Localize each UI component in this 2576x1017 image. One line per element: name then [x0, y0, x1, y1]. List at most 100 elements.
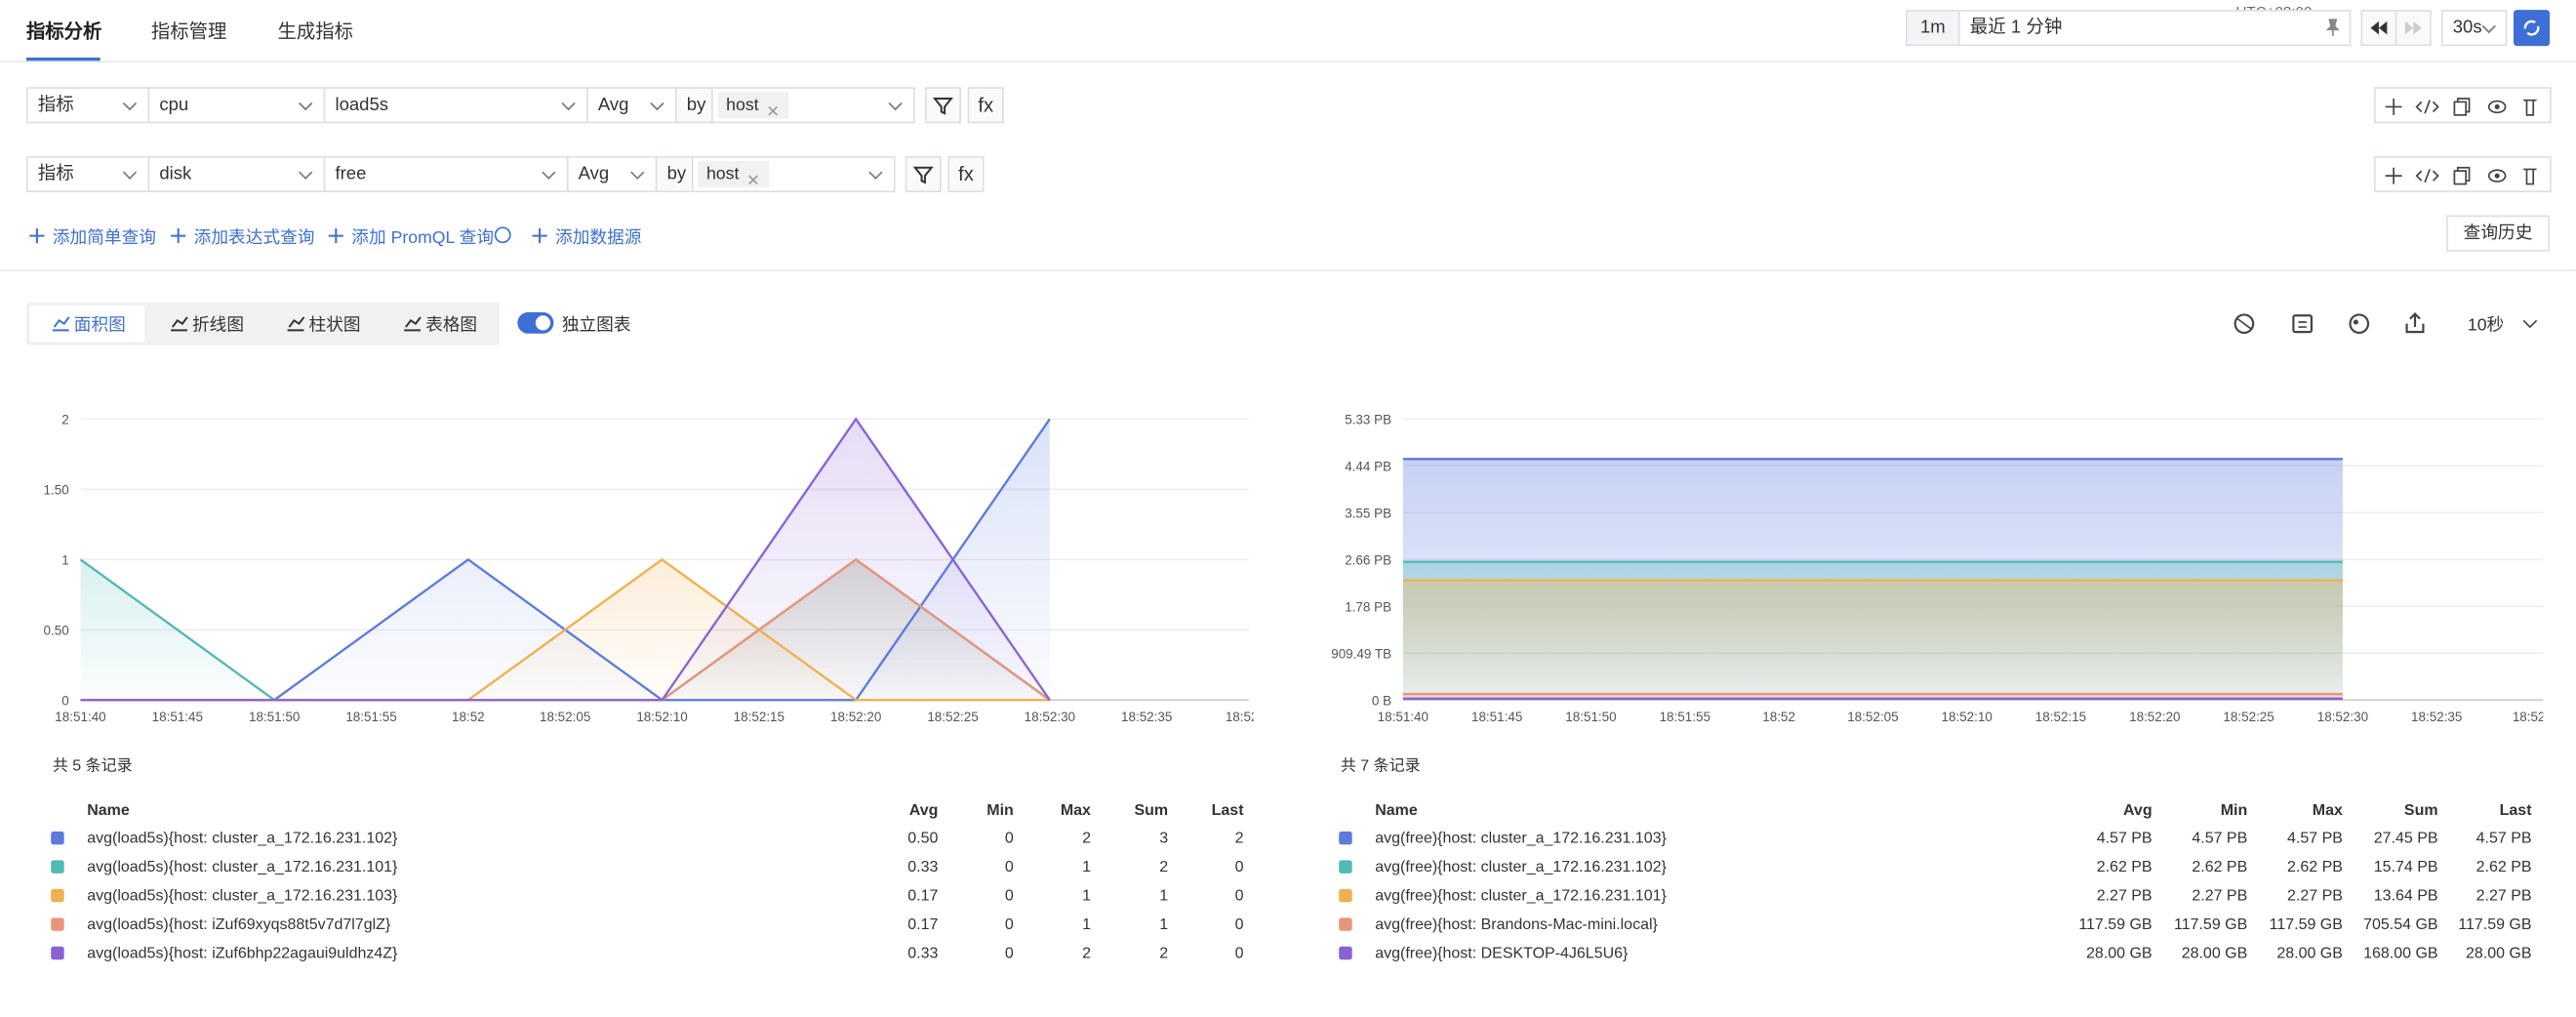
- x-tick-label: 18:51:50: [249, 710, 300, 724]
- table-cell: 1: [1082, 859, 1091, 875]
- by-label: by: [674, 87, 713, 124]
- tab[interactable]: 指标分析: [25, 22, 102, 43]
- table-cell: 2: [1082, 831, 1091, 847]
- divider: [0, 61, 2576, 62]
- query-metric[interactable]: disk: [147, 155, 326, 192]
- row-icons[interactable]: [2373, 87, 2552, 124]
- query-agg[interactable]: Avg: [586, 87, 677, 124]
- table-cell: 28.00 GB: [2466, 946, 2532, 962]
- table-cell: 0: [1005, 946, 1014, 962]
- legend-name: avg(load5s){host: cluster_a_172.16.231.1…: [87, 888, 398, 905]
- query-field[interactable]: free: [323, 155, 569, 192]
- time-range-input[interactable]: 最近 1 分钟: [1957, 10, 2352, 47]
- legend-name: avg(load5s){host: cluster_a_172.16.231.1…: [87, 859, 398, 875]
- table-cell: 0.50: [907, 831, 938, 847]
- x-tick-label: 18:51:40: [1378, 710, 1429, 724]
- x-tick-label: 18:52:: [1226, 710, 1262, 724]
- group-select[interactable]: host: [711, 87, 915, 124]
- legend-swatch: [51, 917, 64, 931]
- history-button[interactable]: 查询历史: [2445, 215, 2551, 252]
- chart-type[interactable]: 柱状图: [286, 312, 361, 337]
- area: [1402, 580, 2343, 701]
- query-agg[interactable]: Avg: [566, 155, 658, 192]
- tab[interactable]: 生成指标: [277, 22, 353, 43]
- add-link[interactable]: 添加 PromQL 查询: [327, 225, 494, 250]
- table-cell: 117.59 GB: [2174, 916, 2247, 933]
- y-tick-label: 1: [61, 552, 68, 567]
- chart-type[interactable]: 面积图: [51, 312, 126, 337]
- chart-type-label: 柱状图: [308, 315, 361, 336]
- table-cell: 0.17: [907, 888, 938, 905]
- legend-swatch: [51, 946, 64, 960]
- table-cell: 0: [1005, 916, 1014, 933]
- filter-button[interactable]: [905, 155, 942, 192]
- table-cell: 2.27 PB: [2287, 888, 2343, 905]
- table-cell: 0: [1005, 888, 1014, 905]
- y-tick-label: 0: [61, 693, 68, 708]
- chart-type[interactable]: 折线图: [169, 312, 244, 337]
- table-cell: 1: [1082, 888, 1091, 905]
- y-tick-label: 909.49 TB: [1331, 646, 1391, 661]
- record-count: 共 5 条记录: [53, 757, 133, 775]
- table-cell: 0: [1235, 888, 1244, 905]
- next-button[interactable]: [2395, 10, 2432, 47]
- query-kind[interactable]: 指标: [25, 87, 150, 124]
- x-tick-label: 18:52:15: [734, 710, 785, 724]
- x-tick-label: 18:52: [452, 710, 485, 724]
- x-tick-label: 18:52:15: [2035, 710, 2086, 724]
- refresh-interval[interactable]: 30s: [2440, 10, 2508, 47]
- chart-type[interactable]: 表格图: [402, 312, 477, 337]
- table-cell: 2: [1235, 831, 1244, 847]
- table-cell: 2.62 PB: [2476, 859, 2532, 875]
- table-cell: 4.57 PB: [2476, 831, 2532, 847]
- table-cell: 0: [1235, 859, 1244, 875]
- table-cell: 4.57 PB: [2192, 831, 2247, 847]
- prev-button[interactable]: [2360, 10, 2397, 47]
- query-metric[interactable]: cpu: [147, 87, 326, 124]
- legend-name: avg(load5s){host: iZuf69xyqs88t5v7d7l7gl…: [87, 916, 391, 933]
- tab[interactable]: 指标管理: [150, 22, 227, 43]
- table-header: Sum: [2404, 802, 2438, 819]
- time-short[interactable]: 1m: [1906, 10, 1960, 47]
- table-cell: 1: [1159, 888, 1168, 905]
- table-cell: 0.33: [907, 859, 938, 875]
- help-icon[interactable]: [494, 226, 511, 244]
- query-field[interactable]: load5s: [323, 87, 588, 124]
- y-tick-label: 5.33 PB: [1345, 412, 1391, 427]
- refresh-button[interactable]: [2514, 10, 2551, 47]
- interval[interactable]: 10秒: [2467, 315, 2505, 336]
- x-tick-label: 18:51:40: [55, 710, 105, 724]
- table-cell: 4.57 PB: [2097, 831, 2153, 847]
- pin-icon[interactable]: [2323, 19, 2343, 38]
- table-header: Max: [2313, 802, 2343, 819]
- table-cell: 4.57 PB: [2287, 831, 2343, 847]
- table-cell: 1: [1082, 916, 1091, 933]
- table-cell: 28.00 GB: [2182, 946, 2248, 962]
- query-kind[interactable]: 指标: [25, 155, 150, 192]
- y-tick-label: 0 B: [1372, 693, 1391, 708]
- legend-swatch: [1339, 888, 1352, 903]
- group-select[interactable]: host: [691, 155, 896, 192]
- add-link[interactable]: 添加简单查询: [28, 225, 156, 250]
- fx-button[interactable]: fx: [967, 87, 1004, 124]
- y-tick-label: 2.66 PB: [1345, 552, 1391, 567]
- toggle[interactable]: [517, 311, 554, 334]
- legend-swatch: [51, 831, 64, 845]
- table-cell: 0.17: [907, 916, 938, 933]
- table-cell: 117.59 GB: [2078, 916, 2152, 933]
- toolbar-icons[interactable]: [2231, 310, 2559, 337]
- add-link-text: 添加简单查询: [52, 228, 156, 249]
- table-header: Avg: [909, 802, 939, 819]
- filter-button[interactable]: [924, 87, 961, 124]
- legend-swatch: [1339, 860, 1352, 874]
- y-tick-label: 1.78 PB: [1345, 599, 1391, 614]
- table-cell: 117.59 GB: [2458, 916, 2531, 933]
- y-tick-label: 2: [61, 412, 68, 427]
- fx-button[interactable]: fx: [947, 155, 985, 192]
- add-link[interactable]: 添加数据源: [531, 225, 641, 250]
- add-link[interactable]: 添加表达式查询: [169, 225, 314, 250]
- row-icons[interactable]: [2373, 155, 2552, 192]
- legend-swatch: [1339, 917, 1352, 931]
- x-tick-label: 18:52:20: [830, 710, 881, 724]
